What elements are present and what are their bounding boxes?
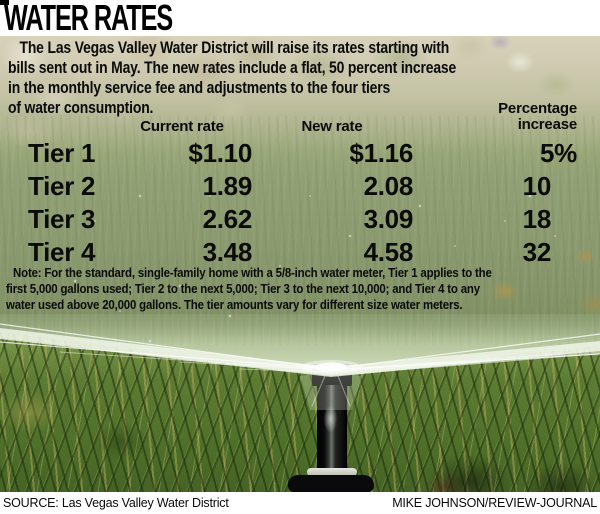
- sprinkler-riser: [317, 385, 347, 470]
- table-row: Tier 4 3.48 4.58 32: [0, 238, 600, 271]
- new-rate-value: 4.58: [363, 237, 414, 267]
- note-line: water used above 20,000 gallons. The tie…: [6, 297, 463, 312]
- footer: SOURCE: Las Vegas Valley Water District …: [0, 492, 600, 514]
- percentage-header-line1: Percentage: [498, 100, 577, 117]
- note-paragraph: Note: For the standard, single-family ho…: [6, 265, 600, 313]
- percentage-increase-value: 5%: [540, 138, 577, 168]
- new-rate-value: 2.08: [363, 171, 414, 201]
- current-rate-value: 1.89: [202, 171, 253, 201]
- photographer-credit: MIKE JOHNSON/REVIEW-JOURNAL: [392, 496, 597, 510]
- column-header-percentage-increase: Percentage increase: [457, 101, 577, 133]
- page-title: WATER RATES: [4, 0, 173, 38]
- sprinkler-head: [312, 364, 352, 386]
- new-rate-value: 3.09: [363, 204, 414, 234]
- sprinkler-base: [288, 475, 374, 492]
- tier-label: Tier 1: [28, 138, 96, 168]
- table-row: Tier 2 1.89 2.08 10: [0, 172, 600, 205]
- intro-line: of water consumption.: [8, 98, 154, 117]
- column-header-current-rate: Current rate: [140, 118, 224, 135]
- note-line: first 5,000 gallons used; Tier 2 to the …: [6, 281, 480, 296]
- sprinkler-collar: [307, 468, 357, 476]
- corner-rule-mark: [0, 0, 9, 5]
- current-rate-value: 2.62: [202, 204, 253, 234]
- intro-paragraph: The Las Vegas Valley Water District will…: [8, 38, 533, 118]
- percentage-increase-value: 32: [522, 237, 552, 267]
- percentage-increase-value: 18: [522, 204, 552, 234]
- intro-line: The Las Vegas Valley Water District will…: [19, 38, 450, 57]
- tier-label: Tier 2: [28, 171, 96, 201]
- note-line: Note: For the standard, single-family ho…: [13, 265, 492, 280]
- intro-line: in the monthly service fee and adjustmen…: [8, 78, 391, 97]
- column-header-new-rate: New rate: [301, 118, 363, 135]
- table-row: Tier 3 2.62 3.09 18: [0, 205, 600, 238]
- tier-label: Tier 3: [28, 204, 96, 234]
- percentage-increase-value: 10: [522, 171, 552, 201]
- percentage-header-line2: increase: [517, 116, 577, 133]
- intro-line: bills sent out in May. The new rates inc…: [8, 58, 457, 77]
- table-row: Tier 1 $1.10 $1.16 5%: [0, 139, 600, 172]
- new-rate-value: $1.16: [349, 138, 413, 168]
- source-credit: SOURCE: Las Vegas Valley Water District: [3, 496, 229, 510]
- tier-label: Tier 4: [28, 237, 96, 267]
- current-rate-value: 3.48: [202, 237, 253, 267]
- current-rate-value: $1.10: [188, 138, 252, 168]
